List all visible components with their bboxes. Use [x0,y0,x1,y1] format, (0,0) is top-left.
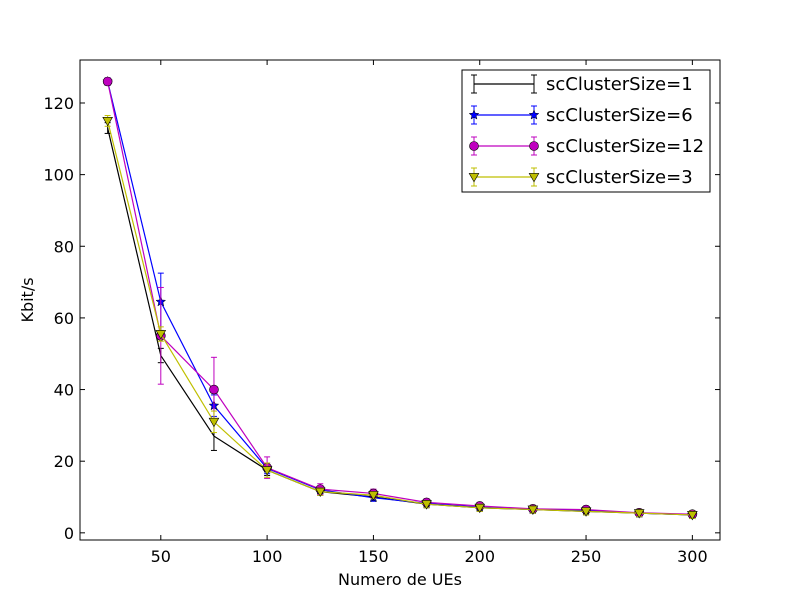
y-tick-label: 80 [54,237,74,256]
x-tick-label: 100 [252,547,283,566]
legend-marker [528,109,540,120]
legend-marker [469,141,479,151]
legend-marker [529,141,539,151]
x-tick-label: 150 [358,547,389,566]
legend-box [461,69,711,193]
x-tick-label: 200 [464,547,495,566]
legend: scClusterSize=1 scClusterSize=6 scClusterS… [461,69,711,193]
legend-label: scClusterSize=3 [546,167,693,188]
data-point [421,500,432,510]
legend-label: scClusterSize=1 [546,74,693,95]
legend-item: scClusterSize=1 [471,74,693,95]
legend-item: scClusterSize=12 [469,136,704,157]
legend-label: scClusterSize=12 [546,136,704,157]
x-tick-label: 300 [677,547,708,566]
plot-area [102,75,698,521]
x-axis-title: Numero de UEs [338,570,462,589]
data-point [474,503,486,514]
series-line [107,81,693,515]
series-4 [102,115,698,521]
y-tick-label: 60 [54,309,74,328]
data-point [314,487,326,498]
axis-ticks: 50 100 150 200 250 300 0 20 40 60 80 100 120 [43,60,720,566]
data-point [208,417,220,428]
legend-item: scClusterSize=6 [468,105,693,126]
data-point [155,330,167,340]
legend-marker [468,109,480,120]
data-point [102,76,113,87]
legend-marker [468,173,480,183]
series-line [107,120,693,516]
legend-item: scClusterSize=3 [468,167,693,188]
x-tick-label: 50 [151,547,171,566]
data-point [527,505,539,515]
legend-label: scClusterSize=6 [546,105,693,126]
data-point [209,384,219,395]
y-tick-label: 20 [54,452,74,471]
data-point [261,466,273,476]
series-line [107,81,693,516]
x-tick-label: 250 [571,547,602,566]
y-tick-label: 100 [43,166,74,185]
legend-marker [528,173,540,183]
data-point [580,507,592,517]
y-tick-label: 40 [54,381,74,400]
data-point [633,509,645,519]
y-tick-label: 120 [43,94,74,113]
y-axis-title: Kbit/s [18,277,37,322]
y-tick-label: 0 [64,524,74,543]
data-point [368,491,379,501]
data-point [102,116,113,127]
plot-frame [79,59,721,541]
data-point [687,511,698,521]
